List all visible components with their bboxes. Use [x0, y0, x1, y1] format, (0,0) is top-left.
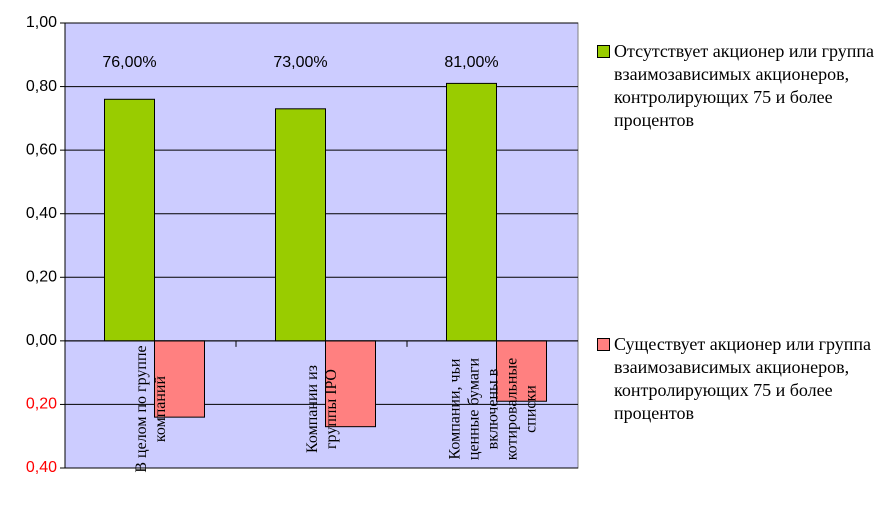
legend-swatch [597, 45, 610, 58]
y-tick-label: 0,40 [26, 205, 57, 222]
legend-label: Существует акционер или группа взаимозав… [614, 334, 871, 423]
legend-item: Отсутствует акционер или группа взаимоза… [597, 40, 893, 132]
y-tick-label: 0,60 [26, 141, 57, 158]
y-tick-label: 0,20 [26, 396, 57, 413]
y-tick-label: 0,20 [26, 269, 57, 286]
value-label: 73,00% [273, 54, 327, 71]
value-label: 81,00% [444, 54, 498, 71]
bar [496, 340, 547, 402]
bar [154, 340, 205, 418]
bar [104, 98, 155, 342]
x-tick-label: Компании, чьи ценные бумаги включены в к… [446, 357, 539, 461]
value-label: 76,00% [102, 54, 156, 71]
bar [325, 340, 376, 428]
y-tick-label: 1,00 [26, 14, 57, 31]
legend-swatch [597, 338, 610, 351]
legend-label: Отсутствует акционер или группа взаимоза… [614, 41, 875, 130]
x-tick-label: В целом по группе компаний [132, 345, 169, 473]
x-tick-label: Компании из группы IPO [303, 364, 340, 453]
y-tick-label: 0,80 [26, 78, 57, 95]
y-tick-label: 0,40 [26, 459, 57, 476]
legend-item: Существует акционер или группа взаимозав… [597, 333, 893, 425]
bar [446, 82, 497, 342]
y-tick-label: 0,00 [26, 332, 57, 349]
bar [275, 108, 326, 342]
